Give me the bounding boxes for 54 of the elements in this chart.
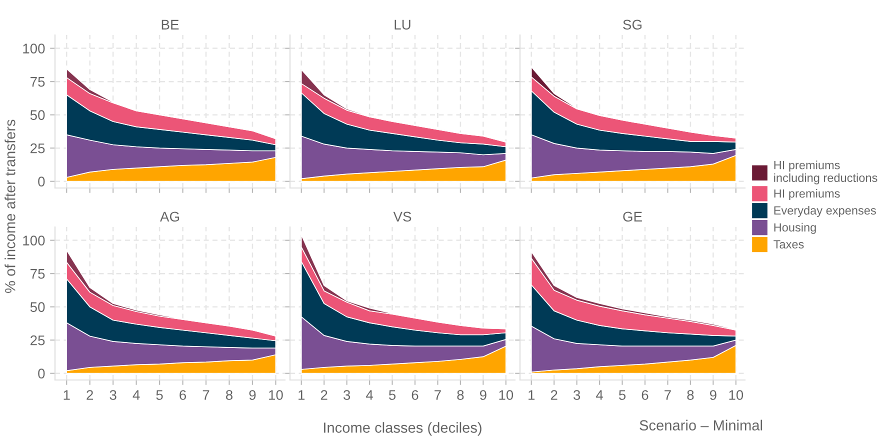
chart-title: LU [394,20,410,30]
x-tick-label: 6 [412,390,418,400]
x-tick-label: 1 [64,390,70,400]
x-tick-label: 10 [499,390,514,400]
x-tick-label: 7 [202,390,210,400]
x-tick-label: 3 [573,390,580,400]
y-tick-label: 75 [30,77,45,87]
y-tick-label: 25 [30,335,45,346]
chart-title: GE [623,212,642,222]
y-axis-title: % of income after transfers [4,120,16,293]
x-tick-label: 9 [480,390,486,400]
legend-label: Everyday expenses [774,206,876,217]
legend-label: Housing [774,222,816,234]
x-tick-label: 9 [710,390,716,400]
x-tick-label: 2 [550,390,558,400]
x-tick-label: 1 [528,390,535,400]
x-tick-label: 8 [457,390,464,400]
y-tick-label: 75 [30,269,45,279]
legend-label: Taxes [774,240,804,248]
x-tick-label: 9 [249,390,256,400]
y-tick-label: 100 [23,44,45,54]
y-tick-label: 0 [38,368,45,379]
x-tick-label: 5 [156,390,163,400]
chart-title: AG [160,212,179,222]
y-tick-label: 0 [38,176,45,187]
legend-label: HI premiums including reductions [774,160,878,184]
y-tick-label: 25 [30,143,45,154]
x-tick-label: 10 [729,390,744,400]
x-tick-label: 6 [642,390,648,400]
x-tick-label: 5 [388,390,396,400]
x-tick-label: 3 [110,390,116,400]
chart-title: VS [393,212,412,222]
x-axis-title: Income classes (deciles) [324,422,482,436]
x-tick-label: 4 [596,390,603,400]
x-tick-label: 7 [664,390,671,400]
x-tick-label: 6 [180,390,186,400]
x-tick-label: 8 [687,390,694,400]
x-tick-label: 4 [132,390,140,400]
x-tick-label: 2 [320,390,328,400]
x-tick-label: 8 [226,390,232,400]
y-tick-label: 50 [30,302,45,312]
x-tick-label: 5 [618,390,626,400]
x-tick-label: 2 [86,390,94,400]
x-tick-label: 7 [434,390,441,400]
x-tick-label: 10 [269,390,283,400]
legend-label: HI premiums [774,189,840,200]
y-tick-label: 50 [30,110,45,120]
x-tick-label: 4 [366,390,373,400]
text: Scenario – Minimal [640,420,762,430]
chart-title: BE [162,20,179,30]
chart-title: SG [623,20,642,30]
y-tick-label: 100 [23,236,45,246]
x-tick-label: 3 [343,390,350,400]
x-tick-label: 1 [298,390,305,400]
